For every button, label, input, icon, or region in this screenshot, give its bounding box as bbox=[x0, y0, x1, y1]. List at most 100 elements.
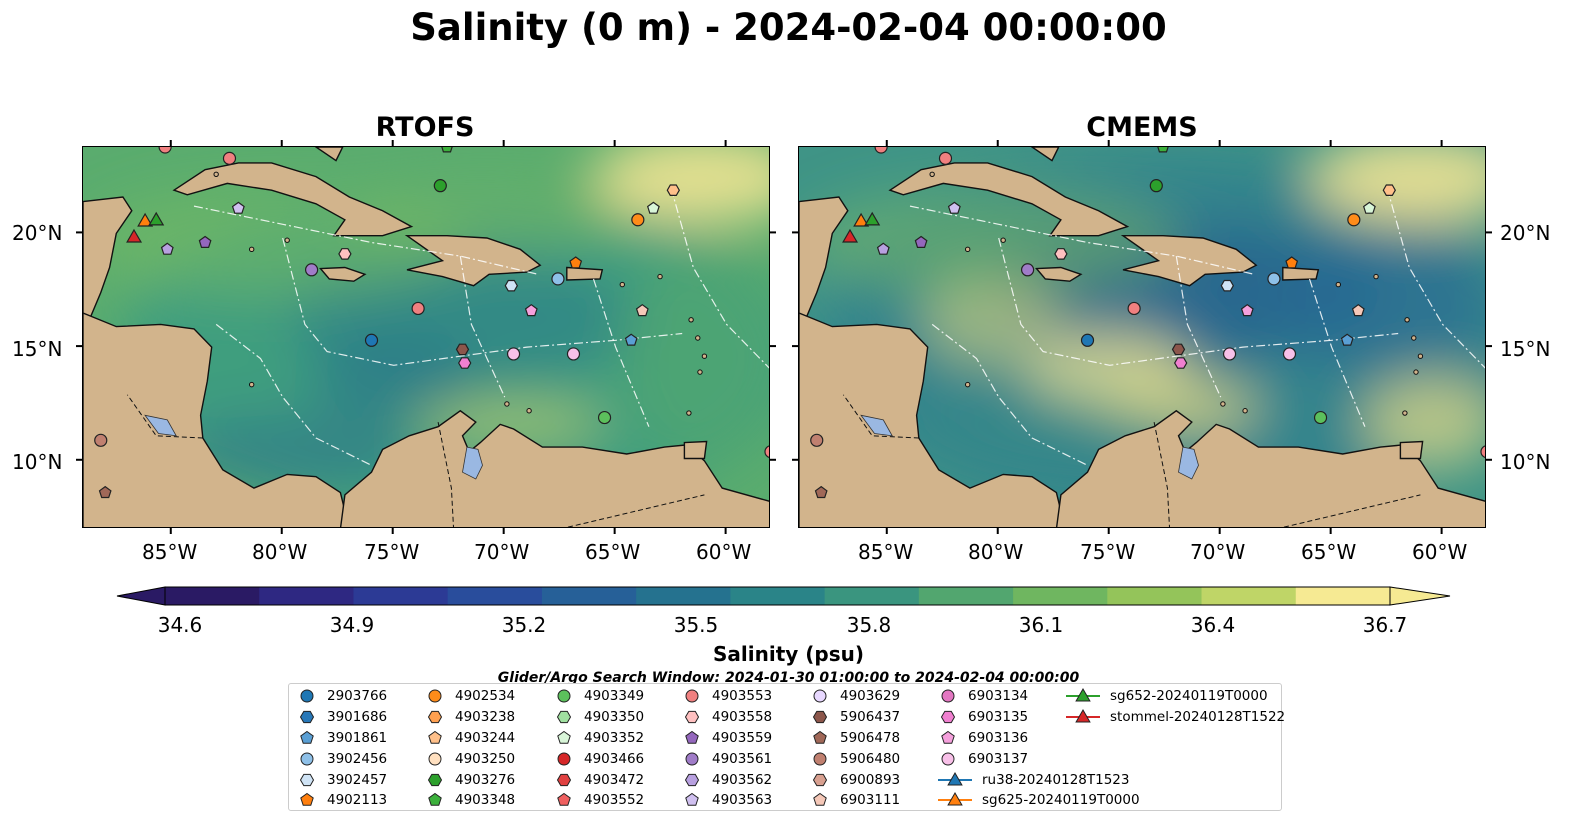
eez-boundary bbox=[1386, 187, 1485, 369]
cuba-land bbox=[888, 162, 1130, 237]
colorbar-tick-label: 36.7 bbox=[1362, 613, 1408, 637]
salinity-field bbox=[799, 147, 1485, 527]
legend-label: 4903472 bbox=[584, 771, 645, 788]
eez-boundary bbox=[998, 237, 1399, 366]
float-marker bbox=[1149, 179, 1163, 193]
legend-item: 2903766 bbox=[295, 686, 387, 707]
circle-marker-icon bbox=[300, 752, 314, 766]
eez-boundary bbox=[670, 187, 769, 369]
float-marker bbox=[1480, 445, 1485, 458]
island bbox=[248, 246, 255, 253]
circle-marker-icon bbox=[685, 752, 699, 766]
float-marker bbox=[1020, 263, 1035, 277]
salinity-field bbox=[83, 147, 769, 527]
legend-label: 4902113 bbox=[327, 792, 388, 809]
hispaniola-land bbox=[1120, 234, 1258, 287]
puerto-rico-land bbox=[1282, 266, 1320, 281]
island bbox=[248, 381, 255, 388]
lake-maracaibo bbox=[1178, 446, 1199, 480]
lake-maracaibo bbox=[462, 446, 483, 480]
legend-label: 3901861 bbox=[327, 729, 388, 746]
puerto-rico-land bbox=[566, 266, 604, 281]
float-marker bbox=[810, 433, 824, 447]
legend-item: 3902456 bbox=[295, 748, 387, 769]
legend-item: 4903558 bbox=[680, 707, 772, 728]
eez-boundary bbox=[909, 205, 1255, 275]
float-marker bbox=[94, 433, 108, 447]
island bbox=[213, 171, 219, 177]
legend-label: 4903250 bbox=[455, 750, 516, 767]
legend-item: 4903350 bbox=[552, 707, 644, 728]
pentagon-marker-icon bbox=[813, 793, 827, 807]
legend-label: 6903134 bbox=[968, 688, 1029, 705]
float-marker bbox=[1157, 147, 1169, 153]
lon-label-70w-left: 70°W bbox=[474, 540, 530, 564]
legend-column: 4903349 4903350 4903352 4903466 4903472 49035… bbox=[552, 686, 644, 811]
float-marker bbox=[1171, 343, 1186, 356]
bahamas-land bbox=[1030, 147, 1060, 162]
legend-item: sg652-20240119T0000 bbox=[1064, 686, 1285, 707]
legend-label: 4903629 bbox=[840, 688, 901, 705]
glider-marker bbox=[864, 211, 881, 226]
colorbar-tick-label: 35.2 bbox=[501, 613, 547, 637]
pentagon-marker-icon bbox=[557, 730, 571, 744]
float-marker bbox=[231, 201, 245, 214]
colorbar-segment bbox=[1295, 587, 1391, 605]
lon-label-75w-left: 75°W bbox=[364, 540, 420, 564]
island bbox=[964, 246, 971, 253]
circle-marker-icon bbox=[685, 689, 699, 703]
colorbar-tick-label: 35.8 bbox=[846, 613, 892, 637]
float-marker bbox=[1351, 303, 1365, 317]
circle-marker-icon bbox=[557, 689, 571, 703]
float-marker bbox=[1054, 248, 1068, 260]
colorbar-segment bbox=[541, 587, 637, 605]
float-marker bbox=[1080, 333, 1095, 347]
legend-label: 4903466 bbox=[584, 750, 645, 767]
lon-label-85w-left: 85°W bbox=[142, 540, 198, 564]
legend-label: 5906437 bbox=[840, 709, 901, 726]
eez-boundary bbox=[215, 323, 372, 466]
float-marker bbox=[198, 235, 212, 249]
island bbox=[697, 369, 703, 375]
south-america-land bbox=[1055, 409, 1485, 527]
circle-marker-icon bbox=[557, 752, 571, 766]
line-triangle-marker-icon bbox=[1066, 688, 1100, 702]
glider-marker bbox=[126, 228, 143, 243]
float-marker bbox=[1282, 347, 1297, 361]
colorbar-segment bbox=[730, 587, 826, 605]
legend: 2903766 3901686 3901861 3902456 3902457 49021… bbox=[288, 683, 1285, 811]
lat-label-20n-left: 20°N bbox=[12, 221, 63, 245]
legend-item: 4902534 bbox=[423, 686, 515, 707]
float-marker bbox=[441, 147, 453, 153]
island bbox=[657, 273, 663, 280]
legend-label: sg625-20240119T0000 bbox=[982, 792, 1140, 809]
central-america-land bbox=[799, 312, 1066, 527]
legend-label: ru38-20240128T1523 bbox=[982, 771, 1130, 788]
legend-label: 4903350 bbox=[584, 709, 645, 726]
lake-nicaragua bbox=[144, 414, 177, 437]
hexagon-marker-icon bbox=[684, 773, 700, 786]
float-marker bbox=[1127, 301, 1141, 316]
hexagon-marker-icon bbox=[427, 773, 443, 786]
circle-marker-icon bbox=[941, 752, 955, 766]
central-america-land bbox=[83, 312, 350, 527]
legend-item: 5906437 bbox=[808, 707, 900, 728]
hexagon-marker-icon bbox=[556, 773, 572, 786]
float-marker bbox=[814, 485, 828, 499]
lon-label-70w-right: 70°W bbox=[1190, 540, 1246, 564]
legend-item: 6903134 bbox=[936, 686, 1140, 707]
island bbox=[1404, 317, 1410, 323]
float-marker bbox=[569, 256, 583, 269]
float-marker bbox=[764, 445, 769, 458]
legend-item: 4903563 bbox=[680, 790, 772, 811]
float-marker bbox=[504, 279, 518, 292]
line-triangle-marker-icon bbox=[938, 792, 972, 806]
hispaniola-land bbox=[404, 234, 542, 287]
legend-column: sg652-20240119T0000 stommel-20240128T1522 bbox=[1064, 686, 1285, 728]
line-triangle-marker-icon bbox=[938, 771, 972, 786]
legend-label: 4903563 bbox=[712, 792, 773, 809]
legend-item: 6903135 bbox=[936, 707, 1140, 728]
hexagon-marker-icon bbox=[812, 711, 828, 724]
search-window-text: Glider/Argo Search Window: 2024-01-30 01… bbox=[497, 670, 1080, 686]
legend-label: 6903136 bbox=[968, 729, 1029, 746]
